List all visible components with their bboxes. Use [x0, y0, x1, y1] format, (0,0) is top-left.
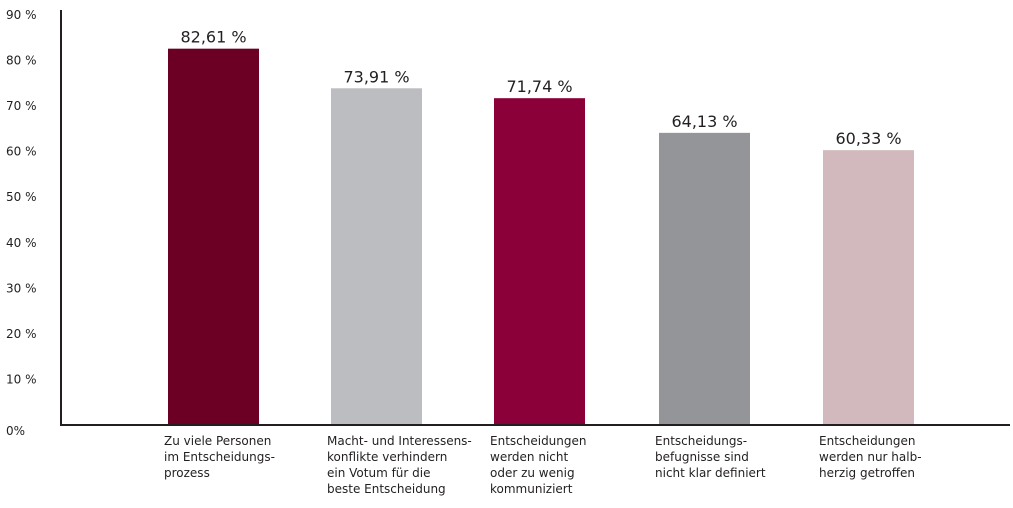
category-label-line: konflikte verhindern	[327, 450, 448, 464]
y-tick-label: 10 %	[6, 372, 37, 386]
category-label: Macht- und Interessens-konflikte verhind…	[327, 433, 472, 497]
category-label-line: prozess	[164, 466, 210, 480]
category-label-line: Entscheidungen	[490, 434, 587, 448]
bars	[168, 48, 914, 425]
category-label-line: werden nicht	[490, 450, 569, 464]
category-label: Entscheidungs-befugnisse sind nicht klar …	[655, 433, 766, 481]
y-tick-label: 70 %	[6, 99, 37, 113]
bar	[823, 150, 914, 425]
y-tick-label: 30 %	[6, 281, 37, 295]
category-label-line: herzig getroffen	[819, 466, 915, 480]
category-label-line: befugnisse sind	[655, 450, 749, 464]
category-label-line: nicht klar definiert	[655, 466, 766, 480]
category-label: Entscheidungen werden nur halb-herzig get…	[819, 433, 922, 481]
bar	[659, 132, 750, 425]
y-tick-label: 50 %	[6, 190, 37, 204]
y-tick-label: 0%	[6, 424, 25, 438]
category-label-line: ein Votum für die	[327, 466, 431, 480]
category-label: Entscheidungen werden nicht oder zu wenig k…	[490, 433, 587, 497]
value-labels: 82,61 % 73,91 % 71,74 % 64,13 % 60,33 %	[180, 28, 901, 148]
category-label: Zu viele Personen im Entscheidungs-prozes…	[164, 433, 275, 481]
y-tick-label: 60 %	[6, 145, 37, 159]
category-label-line: kommuniziert	[490, 482, 573, 496]
bar-value-label: 73,91 %	[343, 67, 409, 86]
y-axis-ticks: 0% 10 % 20 % 30 % 40 % 50 % 60 % 70 % 80 % 90 %	[6, 8, 37, 438]
category-label-line: im Entscheidungs-	[164, 450, 275, 464]
category-label-line: Entscheidungen	[819, 434, 916, 448]
bar-value-label: 64,13 %	[671, 112, 737, 131]
y-tick-label: 90 %	[6, 8, 37, 22]
bar-value-label: 82,61 %	[180, 28, 246, 47]
category-label-line: Zu viele Personen	[164, 434, 272, 448]
bar	[331, 88, 422, 425]
bar	[494, 98, 585, 425]
y-tick-label: 80 %	[6, 54, 37, 68]
category-label-line: werden nur halb-	[819, 450, 922, 464]
y-tick-label: 20 %	[6, 327, 37, 341]
category-label-line: Entscheidungs-	[655, 434, 748, 448]
category-label-line: Macht- und Interessens-	[327, 434, 472, 448]
y-tick-label: 40 %	[6, 236, 37, 250]
category-label-line: oder zu wenig	[490, 466, 575, 480]
bar	[168, 48, 259, 425]
category-label-line: beste Entscheidung	[327, 482, 446, 496]
bar-value-label: 71,74 %	[506, 77, 572, 96]
bar-value-label: 60,33 %	[835, 129, 901, 148]
